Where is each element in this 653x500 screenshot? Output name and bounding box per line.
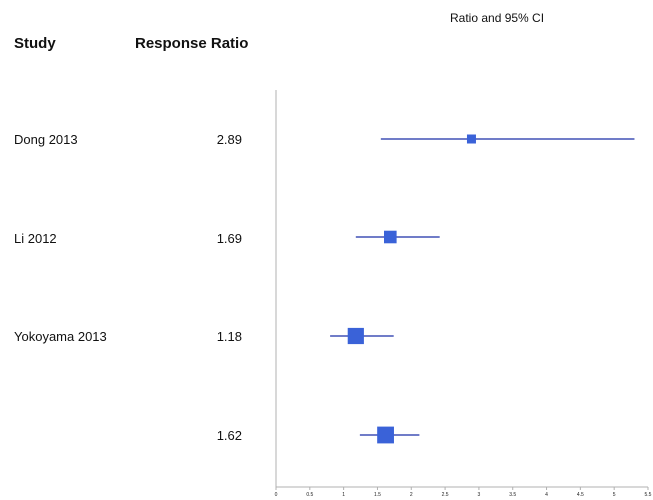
x-tick-label-7: 3.5 <box>509 492 516 498</box>
x-tick-label-8: 4 <box>545 492 548 498</box>
study-label-2: Li 2012 <box>14 231 57 246</box>
x-tick-label-9: 4.5 <box>577 492 584 498</box>
x-tick-label-11: 5.5 <box>645 492 652 498</box>
response-ratio-column-header: Response Ratio <box>135 35 249 52</box>
x-tick-label-3: 1.5 <box>374 492 381 498</box>
chart-title: Ratio and 95% CI <box>450 11 545 25</box>
x-tick-label-0: 0 <box>275 492 278 498</box>
estimate-marker-1 <box>466 134 476 144</box>
ratio-value-1: 2.89 <box>216 132 242 147</box>
ratio-value-2: 1.69 <box>216 231 242 246</box>
estimate-marker-2 <box>384 230 397 244</box>
x-tick-label-1: 0.5 <box>306 492 313 498</box>
study-label-1: Dong 2013 <box>14 132 78 147</box>
x-tick-label-6: 3 <box>478 492 481 498</box>
x-tick-label-2: 1 <box>342 492 345 498</box>
x-tick-label-4: 2 <box>410 492 413 498</box>
study-column-header: Study <box>14 35 56 52</box>
estimate-marker-4 <box>377 426 394 444</box>
ratio-value-3: 1.18 <box>216 329 242 344</box>
x-tick-label-10: 5 <box>613 492 616 498</box>
ratio-value-pooled: 1.62 <box>216 428 242 443</box>
x-tick-label-5: 2.5 <box>442 492 449 498</box>
study-label-3: Yokoyama 2013 <box>14 329 107 344</box>
estimate-marker-3 <box>347 327 364 345</box>
